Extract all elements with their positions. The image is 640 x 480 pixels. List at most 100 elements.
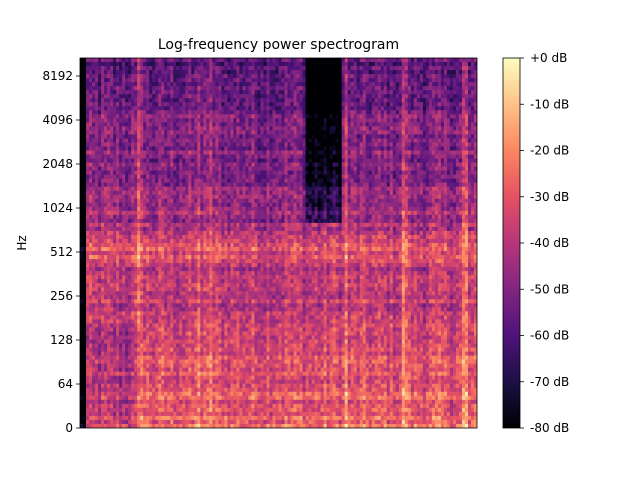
spectrogram-cell <box>284 158 289 164</box>
spectrogram-cell <box>149 134 153 140</box>
spectrogram-cell <box>185 170 189 176</box>
spectrogram-cell <box>209 90 213 95</box>
spectrogram-cell <box>113 178 117 184</box>
spectrogram-cell <box>170 166 174 172</box>
spectrogram-cell <box>143 138 147 144</box>
spectrogram-cell <box>143 174 147 180</box>
spectrogram-cell <box>329 126 334 131</box>
spectrogram-cell <box>470 134 475 140</box>
spectrogram-cell <box>284 166 289 172</box>
spectrogram-cell <box>116 98 120 103</box>
spectrogram-cell <box>374 174 379 180</box>
spectrogram-cell <box>317 94 322 99</box>
spectrogram-cell <box>152 126 156 131</box>
spectrogram-cell <box>437 110 442 115</box>
spectrogram-cell <box>230 142 234 148</box>
spectrogram-cell <box>290 102 295 107</box>
spectrogram-cell <box>170 78 174 83</box>
spectrogram-cell <box>188 158 192 164</box>
spectrogram-cell <box>173 130 177 136</box>
spectrogram-cell <box>413 118 418 123</box>
spectrogram-cell <box>110 70 114 75</box>
spectrogram-cell <box>209 114 213 119</box>
spectrogram-cell <box>92 70 96 75</box>
spectrogram-cell <box>371 122 376 127</box>
spectrogram-cell <box>197 58 201 63</box>
spectrogram-cell <box>269 162 274 168</box>
spectrogram-cell <box>104 102 108 107</box>
spectrogram-heatmap <box>80 58 477 428</box>
spectrogram-cell <box>248 146 253 152</box>
spectrogram-cell <box>251 154 256 160</box>
spectrogram-cell <box>296 66 301 71</box>
spectrogram-cell <box>194 150 198 156</box>
spectrogram-cell <box>377 170 382 176</box>
spectrogram-cell <box>422 146 427 152</box>
spectrogram-cell <box>374 106 379 111</box>
spectrogram-cell <box>275 150 280 156</box>
spectrogram-cell <box>221 174 225 180</box>
spectrogram-cell <box>95 70 99 75</box>
spectrogram-cell <box>209 162 213 168</box>
spectrogram-cell <box>293 110 298 115</box>
spectrogram-cell <box>320 90 325 95</box>
spectrogram-cell <box>377 74 382 79</box>
spectrogram-cell <box>461 110 466 115</box>
spectrogram-cell <box>395 154 400 160</box>
spectrogram-cell <box>341 106 346 111</box>
spectrogram-cell <box>269 90 274 95</box>
spectrogram-cell <box>389 106 394 111</box>
spectrogram-cell <box>314 86 319 91</box>
spectrogram-cell <box>128 110 132 115</box>
spectrogram-cell <box>281 122 286 127</box>
spectrogram-cell <box>371 150 376 156</box>
spectrogram-cell <box>365 86 370 91</box>
spectrogram-cell <box>89 106 93 111</box>
spectrogram-cell <box>101 146 105 152</box>
spectrogram-cell <box>83 146 87 152</box>
spectrogram-cell <box>419 174 424 180</box>
spectrogram-cell <box>281 158 286 164</box>
spectrogram-cell <box>347 118 352 123</box>
spectrogram-cell <box>335 162 340 168</box>
spectrogram-cell <box>341 66 346 71</box>
spectrogram-cell <box>269 154 274 160</box>
spectrogram-cell <box>425 114 430 119</box>
spectrogram-cell <box>221 78 225 83</box>
spectrogram-cell <box>431 58 436 63</box>
spectrogram-cell <box>416 66 421 71</box>
spectrogram-cell <box>323 134 328 140</box>
spectrogram-cell <box>401 170 406 176</box>
spectrogram-cell <box>422 154 427 160</box>
spectrogram-cell <box>137 86 141 91</box>
spectrogram-cell <box>371 146 376 152</box>
spectrogram-cell <box>248 62 253 67</box>
spectrogram-cell <box>320 126 325 131</box>
spectrogram-cell <box>260 122 265 127</box>
spectrogram-cell <box>395 170 400 176</box>
spectrogram-cell <box>251 114 256 119</box>
spectrogram-cell <box>212 154 216 160</box>
spectrogram-cell <box>83 138 87 144</box>
spectrogram-cell <box>464 130 469 136</box>
spectrogram-cell <box>248 70 253 75</box>
spectrogram-cell <box>338 74 343 79</box>
spectrogram-cell <box>443 130 448 136</box>
spectrogram-cell <box>254 70 259 75</box>
spectrogram-cell <box>398 62 403 67</box>
spectrogram-cell <box>404 146 409 152</box>
spectrogram-cell <box>428 150 433 156</box>
spectrogram-cell <box>245 150 250 156</box>
spectrogram-cell <box>335 126 340 131</box>
spectrogram-cell <box>353 130 358 136</box>
spectrogram-cell <box>323 146 328 152</box>
spectrogram-cell <box>152 130 156 136</box>
spectrogram-cell <box>131 122 135 127</box>
spectrogram-cell <box>425 62 430 67</box>
spectrogram-cell <box>191 62 195 67</box>
spectrogram-cell <box>272 158 277 164</box>
spectrogram-cell <box>143 110 147 115</box>
spectrogram-cell <box>419 158 424 164</box>
spectrogram-cell <box>263 174 268 180</box>
spectrogram-cell <box>206 78 210 83</box>
